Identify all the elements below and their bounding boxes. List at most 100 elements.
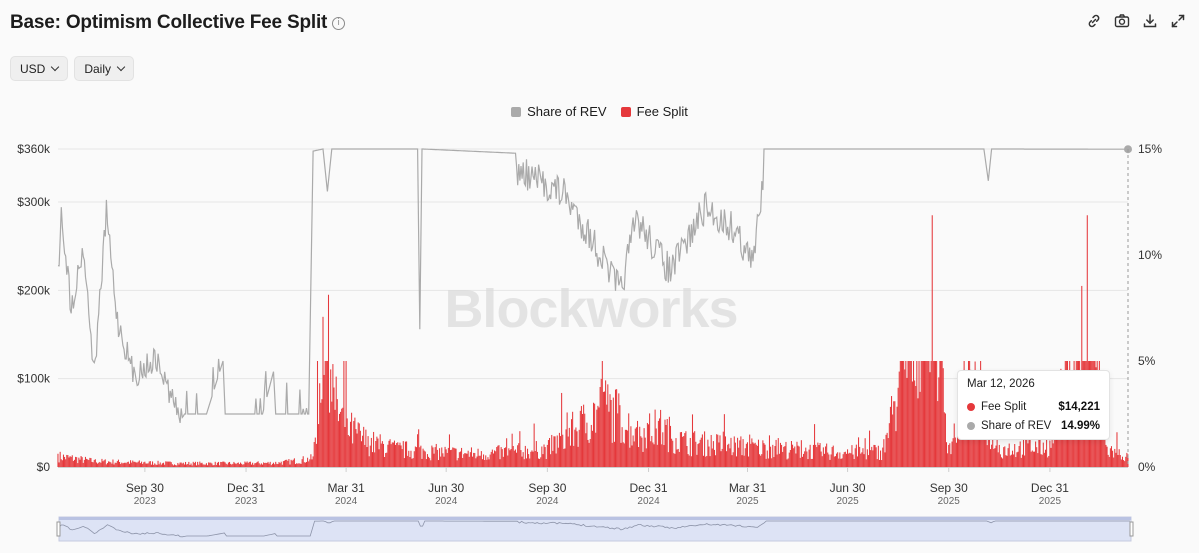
fee-split-bar <box>794 446 796 467</box>
fee-split-bar <box>546 444 548 467</box>
fee-split-bar <box>294 464 297 467</box>
fee-split-bar <box>792 444 794 467</box>
chart-toolbar <box>1085 12 1187 30</box>
fee-split-bar <box>762 440 764 467</box>
fee-split-bar <box>894 401 896 467</box>
fee-split-bar <box>106 463 108 467</box>
info-circle-icon[interactable]: i <box>332 16 346 30</box>
fee-split-bar <box>411 458 413 467</box>
fee-split-bar <box>538 458 540 467</box>
fee-split-bar <box>986 445 988 467</box>
link-icon[interactable] <box>1085 12 1103 30</box>
fee-split-bar <box>704 431 706 467</box>
fee-split-bar <box>1019 441 1021 467</box>
fee-split-bar <box>775 439 777 467</box>
fee-split-bar <box>601 361 603 467</box>
fee-split-bar <box>114 462 116 467</box>
fee-split-bar <box>364 444 366 467</box>
fee-split-bar <box>587 439 589 467</box>
fee-split-bar <box>342 407 344 467</box>
fee-split-bar <box>541 446 543 467</box>
fee-split-bar <box>435 443 437 467</box>
fee-split-bar <box>188 461 190 467</box>
fee-split-bar <box>303 462 305 467</box>
fee-split-bar <box>787 458 789 467</box>
fee-split-bar <box>613 441 615 467</box>
fee-split-bar <box>1068 415 1070 467</box>
range-navigator[interactable] <box>56 516 1134 542</box>
fee-split-bar <box>224 462 226 467</box>
fee-split-bar <box>235 464 237 467</box>
fee-split-bar <box>809 444 811 467</box>
fee-split-bar <box>938 377 940 467</box>
fee-split-bar <box>832 445 834 467</box>
camera-icon[interactable] <box>1113 12 1131 30</box>
legend-item-share-of-rev[interactable]: Share of REV <box>511 104 607 119</box>
fee-split-bar <box>433 453 435 467</box>
fee-split-bar <box>70 456 72 467</box>
fee-split-bar <box>697 444 699 467</box>
fee-split-bar <box>154 463 156 467</box>
fee-split-bar <box>611 442 613 467</box>
fee-split-bar <box>1118 449 1120 467</box>
fee-split-bar <box>500 447 502 467</box>
fee-split-bar <box>691 414 694 467</box>
fee-split-bar <box>337 421 339 467</box>
fee-split-bar <box>1002 458 1004 467</box>
fee-split-bar <box>310 454 312 467</box>
fee-split-bar <box>823 453 825 467</box>
fee-split-bar <box>812 444 814 467</box>
legend-item-fee-split[interactable]: Fee Split <box>620 104 688 119</box>
fee-split-bar <box>298 463 300 467</box>
fee-split-bar <box>488 459 490 467</box>
fee-split-bar <box>783 446 785 467</box>
fee-split-bar <box>786 459 788 467</box>
fee-split-bar <box>293 458 295 467</box>
fee-split-bar <box>678 451 680 467</box>
fee-split-bar <box>366 447 368 467</box>
fee-split-bar <box>170 462 172 467</box>
fee-split-bar <box>166 461 168 467</box>
fee-split-bar <box>363 426 365 467</box>
fee-split-bar <box>768 435 770 467</box>
fee-split-bar <box>662 432 664 467</box>
fee-split-bar <box>481 459 483 467</box>
fee-split-bar <box>381 441 383 467</box>
fee-split-bar <box>497 445 499 467</box>
fee-split-bar <box>111 463 113 467</box>
fee-split-bar <box>655 428 657 467</box>
fee-split-bar <box>491 449 493 467</box>
fee-split-bar <box>403 458 405 467</box>
fee-split-bar <box>724 436 727 467</box>
fee-split-bar <box>893 401 895 467</box>
fee-split-bar <box>796 441 798 467</box>
expand-icon[interactable] <box>1169 12 1187 30</box>
interval-select-value: Daily <box>84 61 112 76</box>
fee-split-bar <box>818 445 820 467</box>
fee-split-bar <box>141 461 143 467</box>
fee-split-bar <box>307 457 309 467</box>
fee-split-bar <box>159 462 161 467</box>
fee-split-bar <box>572 411 574 467</box>
fee-split-bar <box>183 464 185 467</box>
fee-split-bar <box>646 422 648 467</box>
fee-split-bar <box>256 462 258 467</box>
fee-split-bar <box>232 463 234 467</box>
legend-label-share-of-rev: Share of REV <box>527 104 607 119</box>
fee-split-bar <box>853 459 855 467</box>
currency-select[interactable]: USD <box>10 56 69 81</box>
fee-split-bar <box>705 456 707 467</box>
download-icon[interactable] <box>1141 12 1159 30</box>
fee-split-bar <box>566 412 568 467</box>
fee-split-bar <box>999 454 1001 467</box>
x-tick-label: Sep 30 <box>126 481 164 495</box>
fee-split-bar <box>230 463 232 467</box>
fee-split-bar <box>356 433 358 467</box>
fee-split-bar <box>71 455 73 467</box>
interval-select[interactable]: Daily <box>74 56 135 81</box>
fee-split-bar <box>281 464 283 467</box>
fee-split-bar <box>622 442 624 467</box>
fee-split-bar <box>1014 444 1016 467</box>
x-tick-label: Mar 31 <box>327 481 365 495</box>
